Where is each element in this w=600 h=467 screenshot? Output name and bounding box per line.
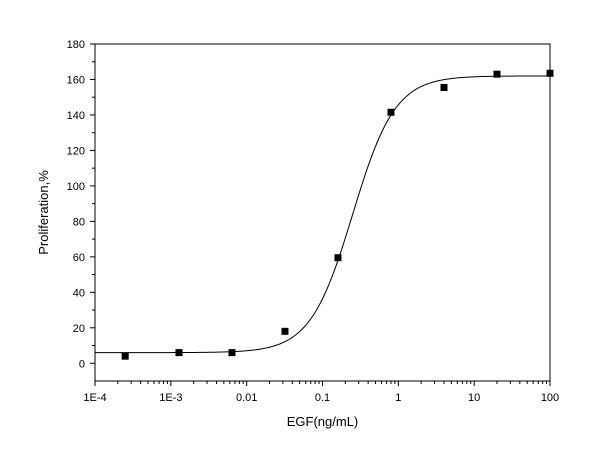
- x-tick-label: 0.01: [236, 392, 257, 404]
- y-tick-label: 80: [73, 216, 85, 228]
- fit-curve-line: [95, 75, 550, 354]
- fit-curve-layer: [95, 75, 550, 354]
- x-axis: 1E-4 1E-3 0.01 0.1 1 10 100: [83, 381, 559, 404]
- x-tick-label: 100: [541, 392, 559, 404]
- data-point: [440, 83, 448, 91]
- y-tick-label: 140: [67, 110, 85, 122]
- data-point: [121, 352, 129, 360]
- data-point: [175, 349, 183, 357]
- x-tick-label: 0.1: [315, 392, 330, 404]
- y-tick-label: 100: [67, 181, 85, 193]
- y-axis-title: Proliferation,%: [36, 170, 51, 255]
- x-tick-label: 10: [468, 392, 480, 404]
- data-point: [546, 69, 554, 77]
- plot-frame: [94, 43, 551, 382]
- data-point: [387, 108, 395, 116]
- data-points-layer: [121, 69, 554, 360]
- y-tick-label: 180: [67, 39, 85, 51]
- data-point: [493, 70, 501, 78]
- y-tick-label: 20: [73, 323, 85, 335]
- data-point: [281, 327, 289, 335]
- y-tick-label: 0: [79, 358, 85, 370]
- plot-area-border: [94, 43, 551, 382]
- x-tick-label: 1E-3: [159, 392, 182, 404]
- data-point: [334, 254, 342, 262]
- y-tick-label: 160: [67, 74, 85, 86]
- y-tick-label: 60: [73, 252, 85, 264]
- x-axis-title: EGF(ng/mL): [287, 414, 359, 429]
- x-tick-label: 1: [395, 392, 401, 404]
- data-point: [228, 349, 236, 357]
- x-tick-label: 1E-4: [83, 392, 106, 404]
- y-axis: 0 20 40 60 80 100 120 140 160 180: [67, 39, 95, 370]
- y-tick-label: 40: [73, 287, 85, 299]
- y-tick-label: 120: [67, 145, 85, 157]
